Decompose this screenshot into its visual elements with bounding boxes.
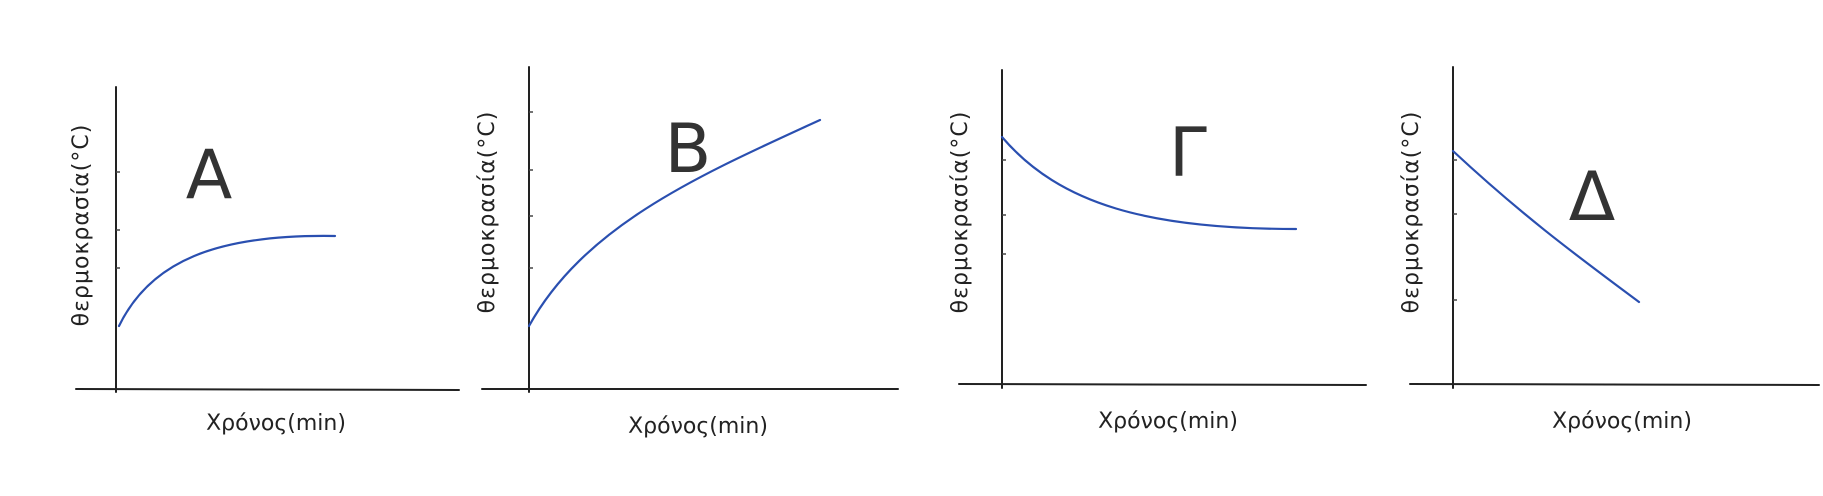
x-axis (75, 388, 460, 391)
panel-label: Δ (1569, 158, 1616, 237)
panel: Α Χρόνος(min) θερμοκρασία(°C) (69, 86, 460, 436)
x-axis-label: Χρόνος(min) (628, 414, 768, 439)
x-axis-label: Χρόνος(min) (206, 411, 346, 436)
x-axis-label: Χρόνος(min) (1552, 409, 1692, 434)
panel: Γ Χρόνος(min) θερμοκρασία(°C) (948, 69, 1367, 434)
panel-label: Γ (1169, 114, 1207, 193)
curve (527, 118, 822, 328)
y-axis-label: θερμοκρασία(°C) (948, 111, 973, 314)
curve (1451, 149, 1641, 304)
panel-label: Α (186, 136, 233, 215)
x-axis-label: Χρόνος(min) (1098, 409, 1238, 434)
x-axis (1409, 383, 1820, 386)
y-axis-label: θερμοκρασία(°C) (69, 124, 94, 327)
panel-label: Β (665, 110, 712, 189)
curve (117, 234, 337, 328)
y-axis-label: θερμοκρασία(°C) (475, 111, 500, 314)
panel: Β Χρόνος(min) θερμοκρασία(°C) (475, 66, 899, 439)
x-axis (958, 383, 1367, 386)
curve (1000, 135, 1298, 231)
panel: Δ Χρόνος(min) θερμοκρασία(°C) (1399, 66, 1820, 434)
y-axis-label: θερμοκρασία(°C) (1399, 111, 1424, 314)
